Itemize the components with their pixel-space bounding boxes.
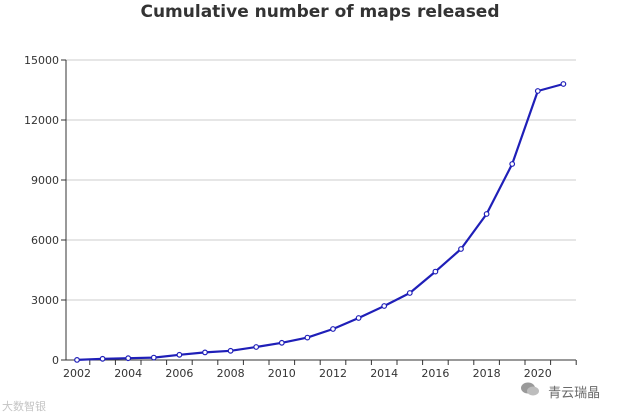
x-tick-label: 2018 <box>473 367 501 380</box>
data-point <box>509 161 516 167</box>
x-tick-labels: 2002 2004 2006 2008 2010 2012 2014 2016 2018 2020 <box>63 367 552 380</box>
series-line <box>76 82 564 361</box>
y-tick-label: 6000 <box>31 234 59 247</box>
data-point <box>202 349 208 356</box>
x-tick-label: 2014 <box>370 367 398 380</box>
data-point <box>560 81 567 87</box>
data-point <box>432 268 439 275</box>
x-tick-label: 2020 <box>524 367 552 380</box>
y-tick-label: 3000 <box>31 294 59 307</box>
data-point <box>330 326 336 332</box>
data-point <box>74 357 80 363</box>
y-tick-label: 0 <box>52 354 59 367</box>
watermark-right: 青云瑞晶 <box>520 382 600 401</box>
x-tick-label: 2016 <box>421 367 449 380</box>
gridlines <box>66 59 576 301</box>
data-point <box>253 344 260 350</box>
data-point <box>150 354 157 361</box>
y-tick-label: 12000 <box>24 114 59 127</box>
x-tick-label: 2010 <box>268 367 296 380</box>
data-point <box>278 339 285 346</box>
y-tick-label: 9000 <box>31 174 59 187</box>
data-point <box>483 211 490 217</box>
data-point <box>125 355 132 362</box>
series-points <box>74 81 567 363</box>
x-tick-label: 2008 <box>217 367 245 380</box>
y-tick-label: 15000 <box>24 54 59 67</box>
x-tick-label: 2002 <box>63 367 91 380</box>
data-point <box>381 303 388 309</box>
chart-title: Cumulative number of maps released <box>140 2 500 22</box>
x-tick-label: 2004 <box>114 367 142 380</box>
data-point <box>176 351 183 358</box>
x-tick-label: 2006 <box>165 367 193 380</box>
data-point <box>304 334 311 341</box>
series-line-path <box>76 82 564 361</box>
data-point <box>99 355 106 362</box>
data-point <box>406 290 413 296</box>
y-tick-labels: 0 3000 6000 9000 12000 15000 <box>24 54 59 367</box>
watermark-left: 大数智银 <box>2 400 46 413</box>
data-point <box>355 315 362 321</box>
data-point <box>458 246 464 252</box>
wechat-icon <box>520 382 540 399</box>
axes <box>61 59 577 365</box>
watermark-right-text: 青云瑞晶 <box>548 386 601 401</box>
data-point <box>534 88 541 94</box>
data-point <box>227 347 234 354</box>
x-tick-label: 2012 <box>319 367 347 380</box>
